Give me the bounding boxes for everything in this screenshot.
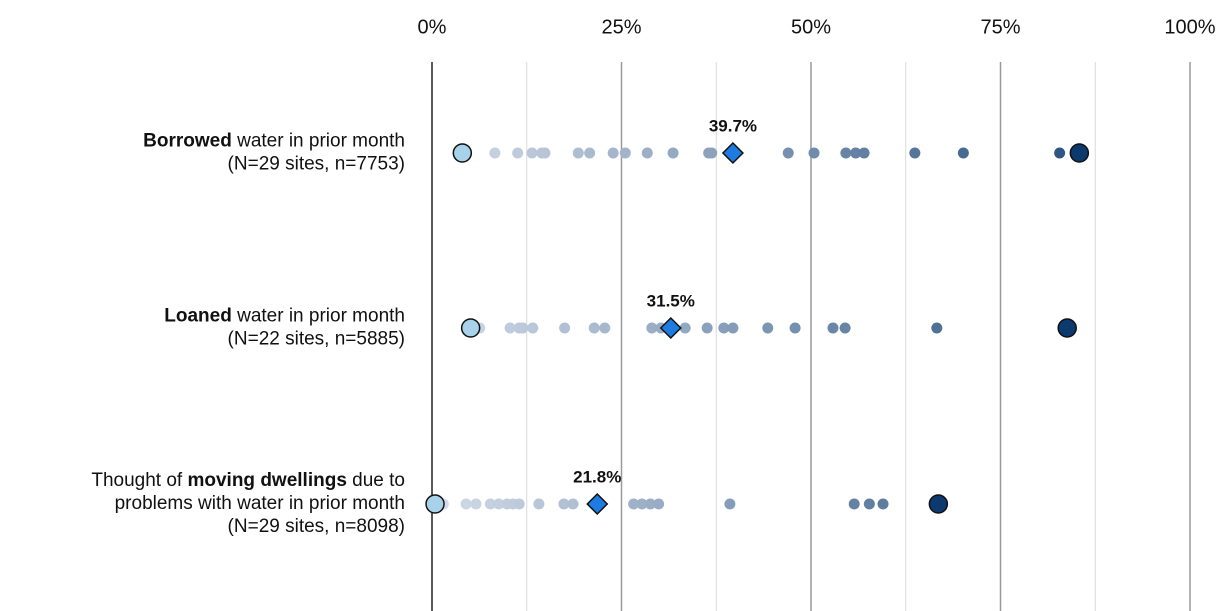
row-label-part: due to: [347, 470, 405, 491]
row-label: Borrowed water in prior month: [143, 131, 405, 152]
site-dot: [641, 147, 653, 159]
row-label: (N=22 sites, n=5885): [228, 329, 405, 350]
site-dot: [718, 322, 730, 334]
site-dot: [863, 498, 875, 510]
min-dot: [460, 318, 481, 338]
mean-label: 21.8%: [573, 467, 621, 486]
row-label: Loaned water in prior month: [164, 306, 405, 327]
site-dot: [808, 147, 820, 159]
site-dot: [679, 322, 691, 334]
site-dot: [762, 322, 774, 334]
site-dot: [1054, 147, 1066, 159]
mean-label: 31.5%: [647, 291, 695, 310]
max-dot: [1057, 318, 1077, 338]
site-dot: [504, 322, 516, 334]
mean-diamond: [659, 316, 682, 340]
row-label-part: Thought of: [91, 470, 187, 491]
site-dot: [848, 498, 860, 510]
row-label-part: Loaned: [164, 306, 232, 327]
site-dot: [533, 498, 545, 510]
mean-label: 39.7%: [709, 116, 757, 135]
site-dot: [493, 498, 505, 510]
site-dot: [484, 498, 496, 510]
site-dot: [636, 498, 648, 510]
site-dot: [584, 147, 596, 159]
row-label-part: (N=29 sites, n=7753): [228, 154, 405, 175]
site-dot: [858, 147, 870, 159]
site-dot: [559, 322, 571, 334]
row-label: problems with water in prior month: [115, 493, 405, 514]
site-dot: [850, 147, 862, 159]
site-dot: [539, 147, 551, 159]
row-label-part: water in prior month: [232, 131, 405, 152]
site-dot: [460, 498, 472, 510]
row-label-part: (N=22 sites, n=5885): [228, 329, 405, 350]
site-dot: [931, 322, 943, 334]
site-dot: [909, 147, 921, 159]
max-dot: [1069, 143, 1090, 163]
site-dot: [567, 498, 579, 510]
site-dot: [513, 498, 525, 510]
site-dot: [827, 322, 839, 334]
row-label-part: (N=29 sites, n=8098): [228, 516, 405, 537]
site-dot: [588, 322, 600, 334]
x-tick-label: 75%: [980, 16, 1020, 38]
x-tick-label: 25%: [601, 16, 641, 38]
row-label-part: water in prior month: [232, 306, 405, 327]
site-dot: [572, 147, 584, 159]
max-dot: [928, 494, 949, 514]
site-dot: [644, 498, 656, 510]
site-dot: [646, 322, 658, 334]
min-dot: [452, 143, 473, 163]
x-tick-label: 50%: [791, 16, 831, 38]
row-label: (N=29 sites, n=8098): [228, 516, 405, 537]
site-dot: [840, 147, 852, 159]
site-dot: [957, 147, 969, 159]
mean-diamond: [721, 141, 744, 165]
site-dot: [599, 322, 611, 334]
site-dot: [839, 322, 851, 334]
site-dot: [706, 147, 718, 159]
x-tick-label: 100%: [1164, 16, 1215, 38]
site-dot: [558, 498, 570, 510]
x-tick-label: 0%: [418, 16, 447, 38]
row-label-part: Borrowed: [143, 131, 232, 152]
row-label-part: problems with water in prior month: [115, 493, 405, 514]
site-dot: [512, 147, 524, 159]
site-dot: [526, 147, 538, 159]
site-dot: [667, 147, 679, 159]
row-label: Thought of moving dwellings due to: [91, 470, 405, 491]
site-dot: [701, 322, 713, 334]
site-dot: [724, 498, 736, 510]
site-dot: [782, 147, 794, 159]
site-dot: [470, 498, 482, 510]
site-dot: [607, 147, 619, 159]
site-dot: [877, 498, 889, 510]
min-dot: [425, 494, 445, 514]
row-label-part: moving dwellings: [187, 470, 346, 491]
site-dot: [489, 147, 501, 159]
site-dot: [619, 147, 631, 159]
mean-diamond: [586, 492, 609, 516]
site-dot: [727, 322, 739, 334]
site-dot: [628, 498, 640, 510]
row-label: (N=29 sites, n=7753): [228, 154, 405, 175]
site-dot: [517, 322, 529, 334]
site-dot: [527, 322, 539, 334]
site-dot: [789, 322, 801, 334]
site-dot: [653, 498, 665, 510]
